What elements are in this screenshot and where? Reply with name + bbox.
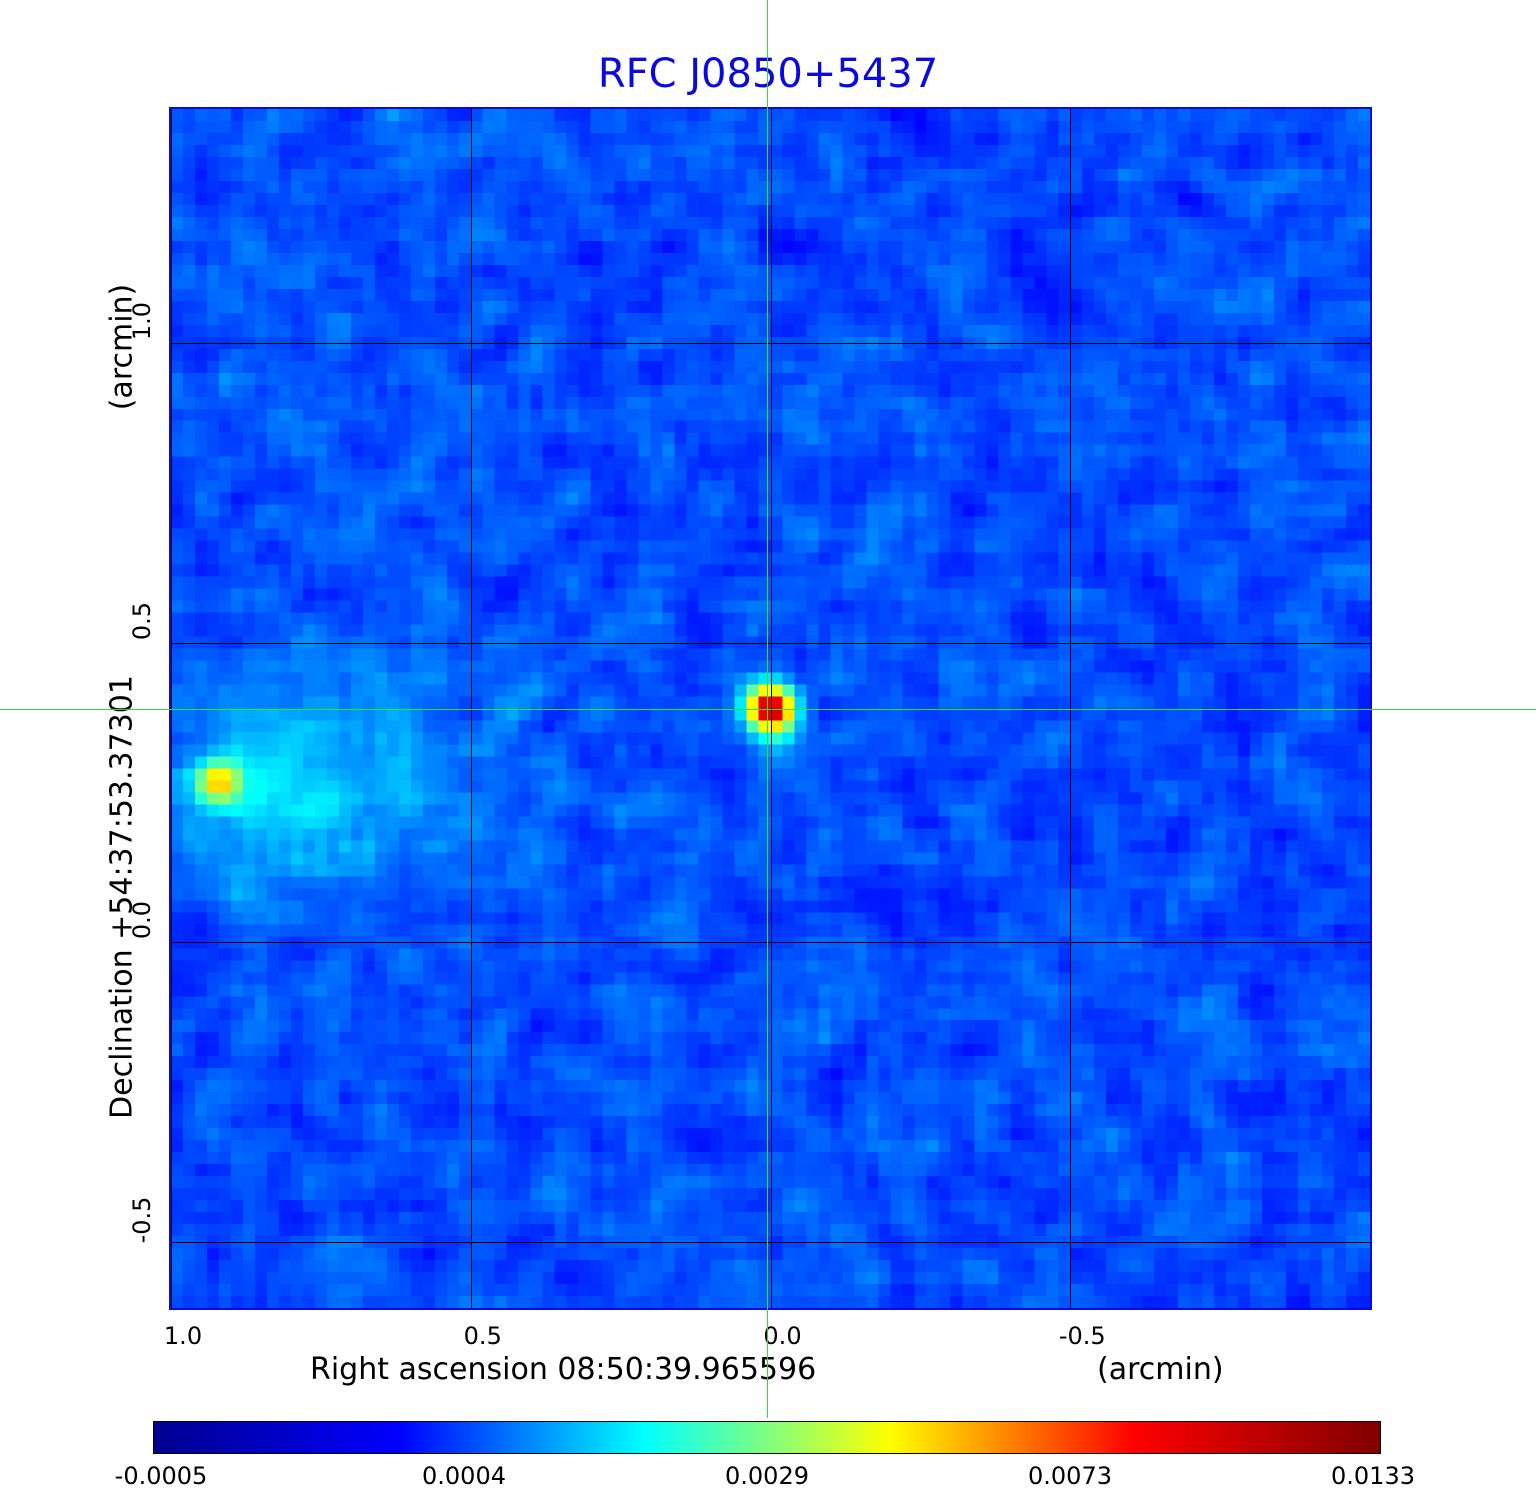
chart-title: RFC J0850+5437 — [597, 51, 939, 97]
colorbar-tick-label: 0.0073 — [1028, 1462, 1112, 1490]
colorbar-tick-label: 0.0133 — [1331, 1462, 1415, 1490]
grid-line-y-0 — [171, 342, 1370, 344]
grid-line-y-1 — [171, 642, 1370, 644]
x-axis-unit: (arcmin) — [1097, 1352, 1224, 1387]
x-tick-label: -0.5 — [1058, 1322, 1106, 1350]
x-tick-label: 0.5 — [463, 1322, 502, 1350]
y-axis-label: Declination +54:37:53.37301 — [104, 675, 140, 1119]
colorbar-tick-label: 0.0029 — [725, 1462, 809, 1490]
crosshair-horizontal — [0, 708, 1536, 710]
y-tick-label: -0.5 — [128, 1196, 156, 1244]
grid-line-y-2 — [171, 942, 1370, 944]
colorbar — [153, 1421, 1381, 1454]
x-tick-label: 0.0 — [763, 1322, 802, 1350]
y-tick-label: 0.5 — [128, 601, 156, 640]
colorbar-tick-label: -0.0005 — [114, 1462, 208, 1490]
x-axis-label: Right ascension 08:50:39.965596 — [310, 1352, 817, 1387]
x-tick-label: 1.0 — [163, 1322, 203, 1350]
grid-line-y-3 — [171, 1242, 1370, 1244]
y-axis-unit: (arcmin) — [104, 283, 140, 411]
colorbar-tick-label: 0.0004 — [422, 1462, 506, 1490]
